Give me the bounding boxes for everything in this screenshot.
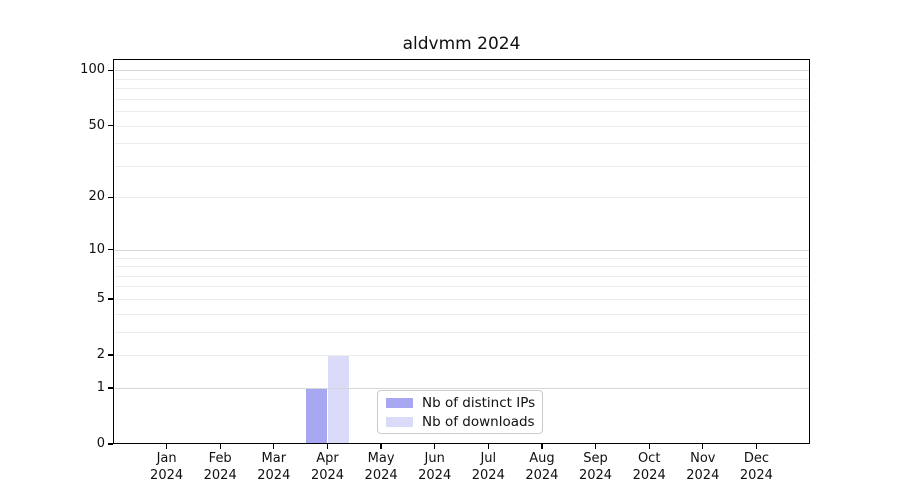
plot-frame <box>113 59 810 444</box>
legend-label-distinct-ips: Nb of distinct IPs <box>422 394 536 411</box>
legend-swatch-downloads-icon <box>386 416 413 427</box>
minor-gridline <box>114 331 809 333</box>
y-tick-label: 1 <box>96 379 105 395</box>
legend-label-downloads: Nb of downloads <box>422 413 535 430</box>
y-tick-label: 100 <box>80 62 105 78</box>
minor-gridline <box>114 125 809 127</box>
major-gridline <box>114 249 809 251</box>
legend-swatch-distinct-ips-icon <box>386 397 413 408</box>
legend-item-downloads: Nb of downloads <box>386 413 535 430</box>
bar-distinct-ips-apr <box>306 387 328 443</box>
x-tick-mark <box>487 444 489 449</box>
major-gridline <box>114 70 809 72</box>
y-tick-label: 50 <box>88 117 105 133</box>
y-tick-label: 2 <box>96 347 105 362</box>
y-tick-label: 5 <box>96 290 105 306</box>
x-tick-mark <box>755 444 758 449</box>
y-tick-mark <box>108 298 113 300</box>
minor-gridline <box>114 165 809 167</box>
y-tick-label: 20 <box>88 189 105 205</box>
y-tick-mark <box>108 387 113 389</box>
x-tick-label: Mar 2024 <box>257 451 291 483</box>
x-tick-mark <box>541 444 543 449</box>
legend-item-distinct-ips: Nb of distinct IPs <box>386 394 536 411</box>
x-tick-label: Apr 2024 <box>310 451 345 483</box>
minor-gridline <box>114 143 809 145</box>
minor-gridline <box>114 111 809 113</box>
y-tick-mark <box>108 354 113 356</box>
x-tick-mark <box>648 444 650 449</box>
major-gridline <box>114 387 809 389</box>
x-tick-label: Dec 2024 <box>739 451 773 483</box>
x-tick-mark <box>219 444 221 449</box>
minor-gridline <box>114 266 809 267</box>
x-tick-label: Jan 2024 <box>150 451 184 483</box>
y-tick-mark <box>108 443 113 445</box>
bar-downloads-apr <box>327 355 349 443</box>
chart-title: aldvmm 2024 <box>402 34 521 54</box>
minor-gridline <box>114 88 809 90</box>
minor-gridline <box>114 298 809 300</box>
legend: Nb of distinct IPs Nb of downloads <box>377 390 543 434</box>
x-tick-mark <box>594 444 597 449</box>
x-tick-mark <box>702 444 704 449</box>
x-tick-label: May 2024 <box>364 451 398 483</box>
y-tick-mark <box>108 196 113 199</box>
x-tick-mark <box>380 444 382 449</box>
x-tick-label: Aug 2024 <box>525 451 559 483</box>
minor-gridline <box>114 313 809 315</box>
x-tick-label: Sep 2024 <box>578 451 613 483</box>
minor-gridline <box>114 257 809 259</box>
minor-gridline <box>114 98 809 100</box>
x-tick-label: Nov 2024 <box>686 451 720 483</box>
y-tick-label: 0 <box>96 436 105 451</box>
minor-gridline <box>114 355 809 356</box>
x-tick-label: Oct 2024 <box>632 451 666 483</box>
x-tick-label: Jun 2024 <box>418 451 452 483</box>
minor-gridline <box>114 197 809 199</box>
y-tick-label: 10 <box>88 241 105 257</box>
minor-gridline <box>114 78 809 80</box>
y-tick-mark <box>108 249 113 251</box>
x-tick-mark <box>326 444 329 449</box>
y-tick-mark <box>108 69 113 71</box>
x-tick-mark <box>434 444 436 449</box>
minor-gridline <box>114 286 809 288</box>
x-tick-label: Jul 2024 <box>471 451 505 483</box>
minor-gridline <box>114 275 809 277</box>
y-tick-mark <box>108 124 113 127</box>
x-tick-mark <box>165 444 168 449</box>
x-tick-label: Feb 2024 <box>203 451 237 483</box>
x-tick-mark <box>273 444 275 449</box>
